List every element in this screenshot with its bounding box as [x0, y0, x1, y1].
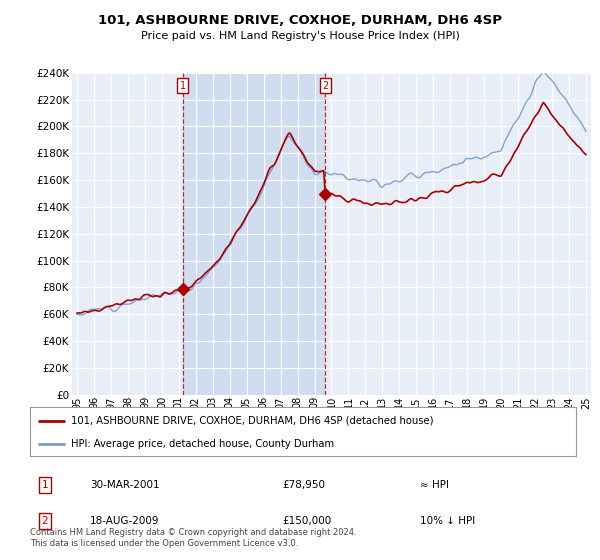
Text: 2: 2	[41, 516, 49, 526]
Text: 30-MAR-2001: 30-MAR-2001	[90, 480, 160, 489]
Text: HPI: Average price, detached house, County Durham: HPI: Average price, detached house, Coun…	[71, 439, 334, 449]
Text: 18-AUG-2009: 18-AUG-2009	[90, 516, 160, 526]
Text: Contains HM Land Registry data © Crown copyright and database right 2024.
This d: Contains HM Land Registry data © Crown c…	[30, 528, 356, 548]
Text: 1: 1	[41, 480, 49, 489]
Text: 10% ↓ HPI: 10% ↓ HPI	[420, 516, 475, 526]
Text: 1: 1	[180, 81, 186, 91]
Text: £78,950: £78,950	[282, 480, 325, 489]
Text: 2: 2	[322, 81, 328, 91]
Text: 101, ASHBOURNE DRIVE, COXHOE, DURHAM, DH6 4SP: 101, ASHBOURNE DRIVE, COXHOE, DURHAM, DH…	[98, 14, 502, 27]
Text: £150,000: £150,000	[282, 516, 331, 526]
Text: ≈ HPI: ≈ HPI	[420, 480, 449, 489]
Text: Price paid vs. HM Land Registry's House Price Index (HPI): Price paid vs. HM Land Registry's House …	[140, 31, 460, 41]
Bar	[183, 73, 325, 395]
Text: 101, ASHBOURNE DRIVE, COXHOE, DURHAM, DH6 4SP (detached house): 101, ASHBOURNE DRIVE, COXHOE, DURHAM, DH…	[71, 416, 433, 426]
